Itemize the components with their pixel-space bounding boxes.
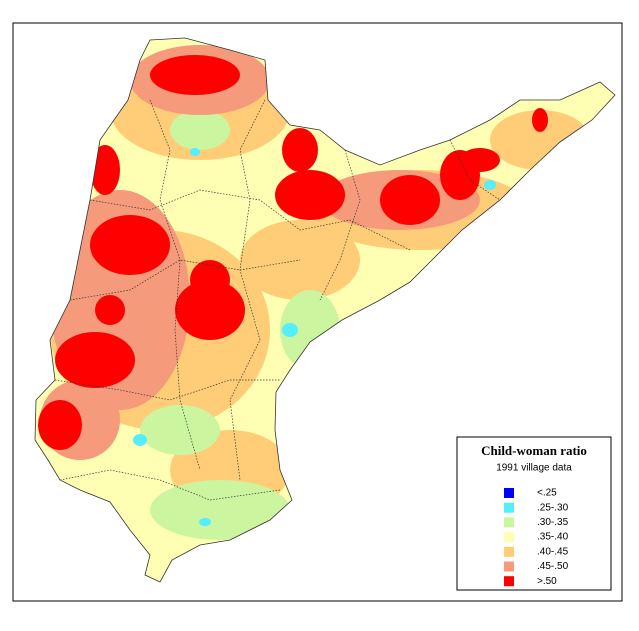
legend-swatch: [504, 576, 514, 587]
legend-swatch: [504, 532, 514, 543]
legend-label: .25-.30: [537, 502, 569, 513]
legend-swatch: [504, 502, 514, 513]
legend-label: .35-.40: [537, 532, 569, 543]
legend-swatch: [504, 517, 514, 528]
legend-label: .40-.45: [537, 546, 569, 557]
legend-swatch: [504, 561, 514, 572]
legend-swatch: [504, 488, 514, 498]
map-frame: [12, 22, 623, 602]
legend-swatch: [504, 546, 514, 557]
red-zones: [38, 55, 548, 450]
legend-label: <.25: [537, 488, 557, 499]
legend-subtitle: 1991 village data: [496, 463, 572, 474]
cyan-spots: [133, 148, 496, 526]
legend-label: >.50: [537, 576, 557, 587]
legend-label: .30-.35: [537, 517, 569, 528]
legend: Child-woman ratio 1991 village data <.25…: [456, 436, 612, 591]
district-boundaries: [54, 99, 501, 501]
legend-label: .45-.50: [537, 561, 569, 572]
legend-title: Child-woman ratio: [481, 443, 587, 458]
legend-box: [456, 436, 612, 591]
